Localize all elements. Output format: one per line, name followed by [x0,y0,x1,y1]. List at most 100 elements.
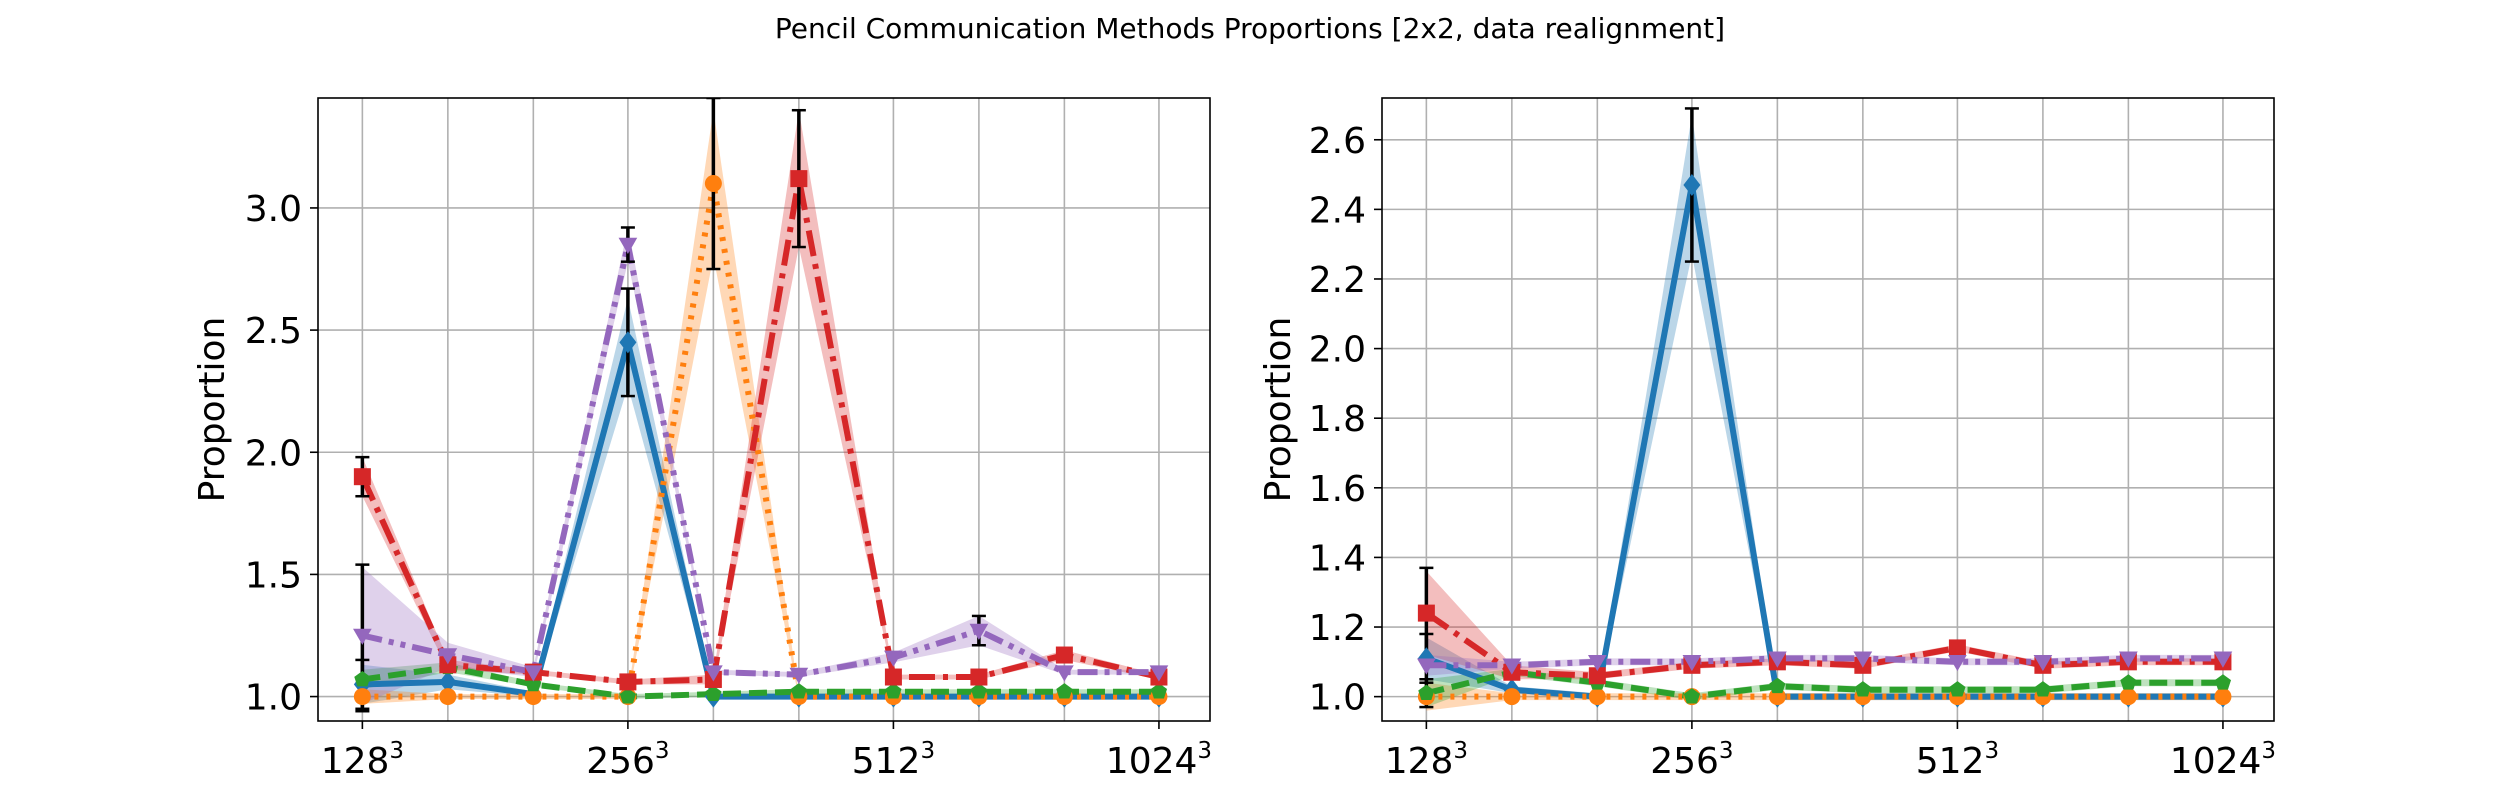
x-tick-exponent: 3 [920,738,935,764]
red-series-point [1055,646,1073,664]
x-tick-label: 2563 [586,738,669,782]
y-tick-label: 2.0 [245,433,302,474]
red-series-point [884,668,902,686]
green-series-line [361,664,1159,700]
y-tick-label: 1.8 [1309,399,1366,440]
y-tick-label: 1.4 [1309,538,1366,579]
purple-series-point [1853,651,1873,668]
green-series-point [619,688,636,704]
purple-series-point [1417,658,1436,675]
y-tick-label: 1.0 [245,678,302,719]
y-axis-label: Proportion [1258,317,1299,503]
green-series-point [1418,684,1435,701]
orange-series-point [353,688,371,706]
y-axis-label: Proportion [192,317,233,503]
x-tick-base: 128 [321,741,390,782]
purple-series-point [884,650,903,667]
x-tick-base: 1024 [2170,741,2262,782]
y-tick-label: 1.0 [1309,678,1366,719]
x-tick-exponent: 3 [1984,738,1999,764]
y-tick-label: 2.6 [1309,121,1366,162]
purple-series-point [969,623,989,640]
green-series-point [790,683,807,699]
orange-series-point [1588,688,1606,706]
green-series-point [2120,674,2137,690]
x-tick-base: 1024 [1106,741,1198,782]
purple-series-point [789,667,809,684]
x-tick-label: 1283 [1385,738,1468,782]
plot-area [353,98,1169,713]
x-tick-label: 2563 [1650,738,1733,782]
purple-series-point [1149,665,1169,682]
orange-series-point [2119,688,2137,706]
x-tick-label: 5123 [852,738,935,782]
purple-series-point [1502,658,1522,675]
orange-series-point [2214,688,2232,706]
y-tick-label: 3.0 [245,189,302,230]
figure-title: Pencil Communication Methods Proportions… [775,12,1725,45]
red-series-point [619,673,637,691]
plot-area [1417,107,2233,711]
x-tick-exponent: 3 [1197,738,1212,764]
purple-series-point [1948,655,1967,672]
y-tick-label: 2.5 [245,311,302,352]
orange-series-point [524,688,542,706]
green-series-point [354,670,371,687]
red-series-point [970,668,988,686]
purple-series-point [2119,651,2138,668]
green-series-point [1056,683,1073,699]
green-series-point [1949,681,1966,697]
red-series-point [1948,639,1966,657]
orange-series-point [704,175,722,193]
red-series-point [353,468,371,486]
red-series-point [439,656,457,674]
blue-series-line [1425,182,2223,700]
purple-series-point [618,237,638,254]
purple-series-point [353,628,372,645]
y-tick-label: 2.0 [1309,330,1366,371]
x-tick-exponent: 3 [389,738,404,764]
orange-series-point [439,688,457,706]
green-series-point [1683,688,1700,704]
y-tick-label: 2.4 [1309,190,1366,231]
blue-series-line [362,339,1159,700]
green-series-line [1425,669,2223,700]
x-tick-base: 256 [1650,741,1719,782]
y-tick-label: 1.6 [1309,469,1366,510]
purple-series-point [1055,665,1074,682]
x-tick-label: 10243 [1106,738,1212,782]
red-series-point [1588,667,1606,685]
purple-series-point [1682,655,1702,672]
purple-series-point [704,665,723,682]
green-series-point [705,685,722,702]
red-series-line [359,175,1160,685]
purple-series-point [1768,651,1787,668]
purple-series-line [361,241,1159,678]
purple-series-point [523,665,543,682]
green-series-point [1769,677,1786,694]
green-series-point [2214,674,2232,690]
plot-frame [1381,97,2275,722]
x-tick-exponent: 3 [2261,738,2276,764]
blue-series-point [439,670,457,693]
purple-series-point [438,648,458,665]
green-series-point [1150,683,1168,699]
x-tick-base: 256 [586,741,655,782]
green-series-point [970,683,987,699]
purple-series-point [1587,655,1607,672]
orange-series-point [1503,688,1521,706]
blue-series-band [362,298,1159,704]
green-series-point [885,683,902,699]
x-tick-exponent: 3 [1719,738,1734,764]
x-tick-label: 1283 [321,738,404,782]
green-series-point [1854,681,1871,697]
x-tick-base: 128 [1385,741,1454,782]
x-tick-base: 512 [852,741,921,782]
red-series-line [1424,610,2223,679]
green-series-point [2034,681,2051,697]
x-tick-label: 5123 [1916,738,1999,782]
x-tick-exponent: 3 [655,738,670,764]
